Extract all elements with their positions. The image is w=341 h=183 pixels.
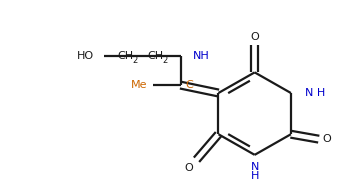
- Text: Me: Me: [131, 80, 147, 90]
- Text: CH: CH: [118, 51, 134, 61]
- Text: O: O: [250, 32, 259, 42]
- Text: N H: N H: [305, 88, 325, 98]
- Text: HO: HO: [77, 51, 94, 61]
- Text: 2: 2: [162, 56, 167, 65]
- Text: H: H: [251, 171, 259, 182]
- Text: C: C: [186, 80, 193, 90]
- Text: O: O: [322, 134, 331, 144]
- Text: CH: CH: [148, 51, 164, 61]
- Text: NH: NH: [193, 51, 209, 61]
- Text: N: N: [251, 162, 259, 172]
- Text: O: O: [184, 163, 193, 173]
- Text: 2: 2: [132, 56, 137, 65]
